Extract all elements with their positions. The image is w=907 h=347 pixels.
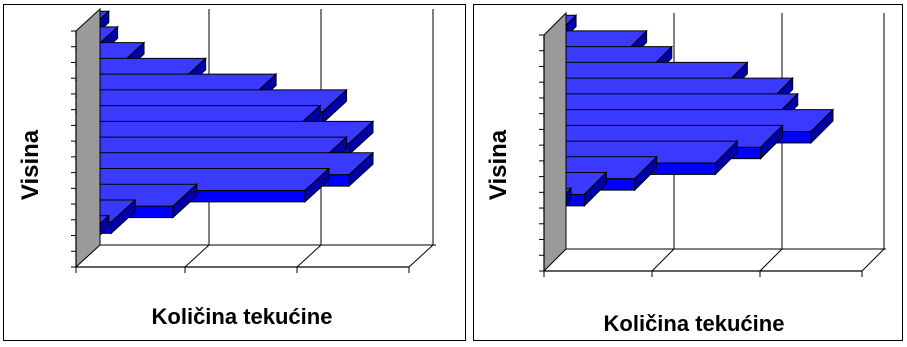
y-axis-label: Visina [485,129,512,200]
floor-grid-line [651,248,675,272]
bars [74,10,375,251]
side-wall [75,7,101,269]
axes [539,11,863,277]
x-axis-label: Količina tekućine [604,311,785,336]
y-axis-label: Visina [17,129,44,200]
floor-grid-line [759,248,783,272]
axes [71,7,410,273]
floor-grid-line [408,244,434,268]
bars [542,13,835,223]
chart-left: Visina Količina tekućine [17,7,436,329]
floor-grid-line [296,244,322,268]
side-wall [543,11,567,273]
chart-panel-left: Visina Količina tekućine [3,4,466,341]
chart-right: Visina Količina tekućine [485,11,886,336]
floor-grid-line [184,244,210,268]
x-axis-label: Količina tekućine [152,304,333,329]
chart-panel-right: Visina Količina tekućine [473,4,903,341]
floor-grid-line [861,248,885,272]
